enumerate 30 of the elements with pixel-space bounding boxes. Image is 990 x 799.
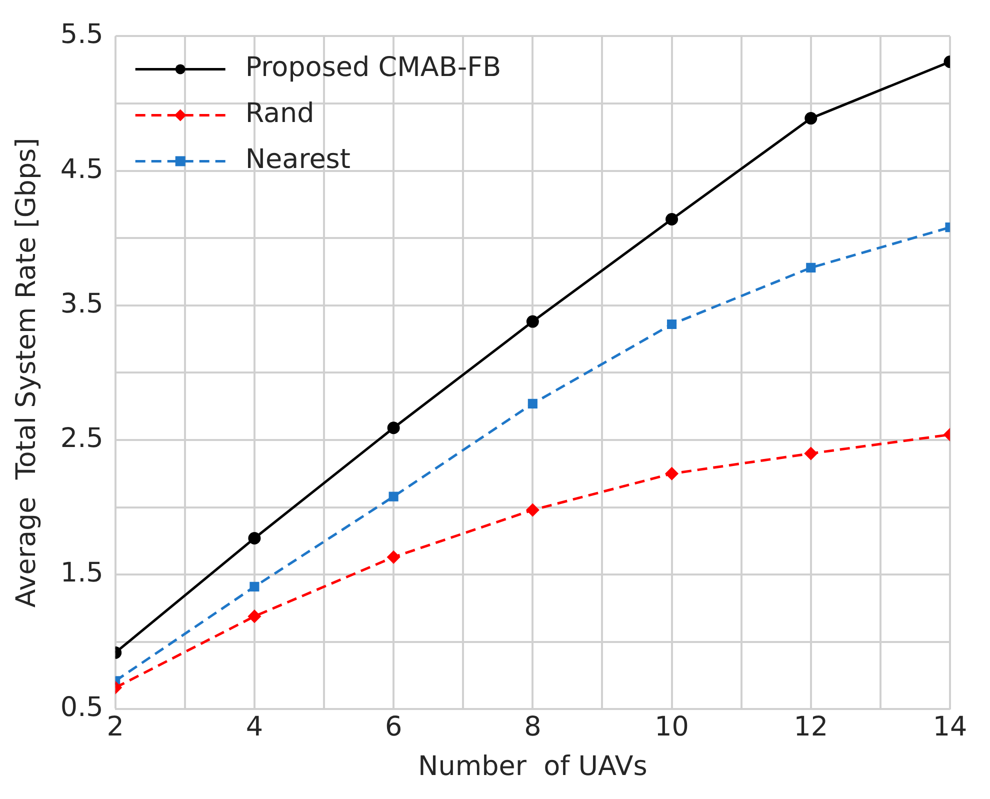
point [387,422,400,434]
point [666,467,678,480]
y-tick-label: 0.5 [60,692,104,724]
x-tick-label: 8 [524,711,542,742]
x-tick-label: 12 [794,711,828,742]
x-tick-label: 10 [654,711,689,742]
x-axis-title: Number of UAVs [418,750,648,782]
point [528,398,538,408]
y-tick-label: 1.5 [60,558,104,589]
y-tick-label: 3.5 [60,288,104,320]
point [388,492,398,502]
point [666,319,677,330]
legend-label: Proposed CMAB-FB [245,52,502,84]
y-tick-label: 2.5 [60,423,104,454]
point [250,582,260,592]
x-tick-label: 2 [106,711,124,742]
y-axis-title: Average Total System Rate [Gbps] [11,138,42,608]
x-tick-label: 14 [932,711,968,742]
y-tick-label: 5.5 [60,19,104,50]
legend-label: Nearest [245,144,350,176]
point [387,550,400,564]
x-tick-label: 6 [384,711,402,742]
point [526,504,539,516]
x-tick-label: 4 [246,711,264,742]
point [526,315,539,328]
y-tick-label: 4.5 [60,154,104,185]
point [248,532,261,545]
legend-label: Rand [245,98,314,130]
point [666,213,678,226]
point [248,610,261,623]
